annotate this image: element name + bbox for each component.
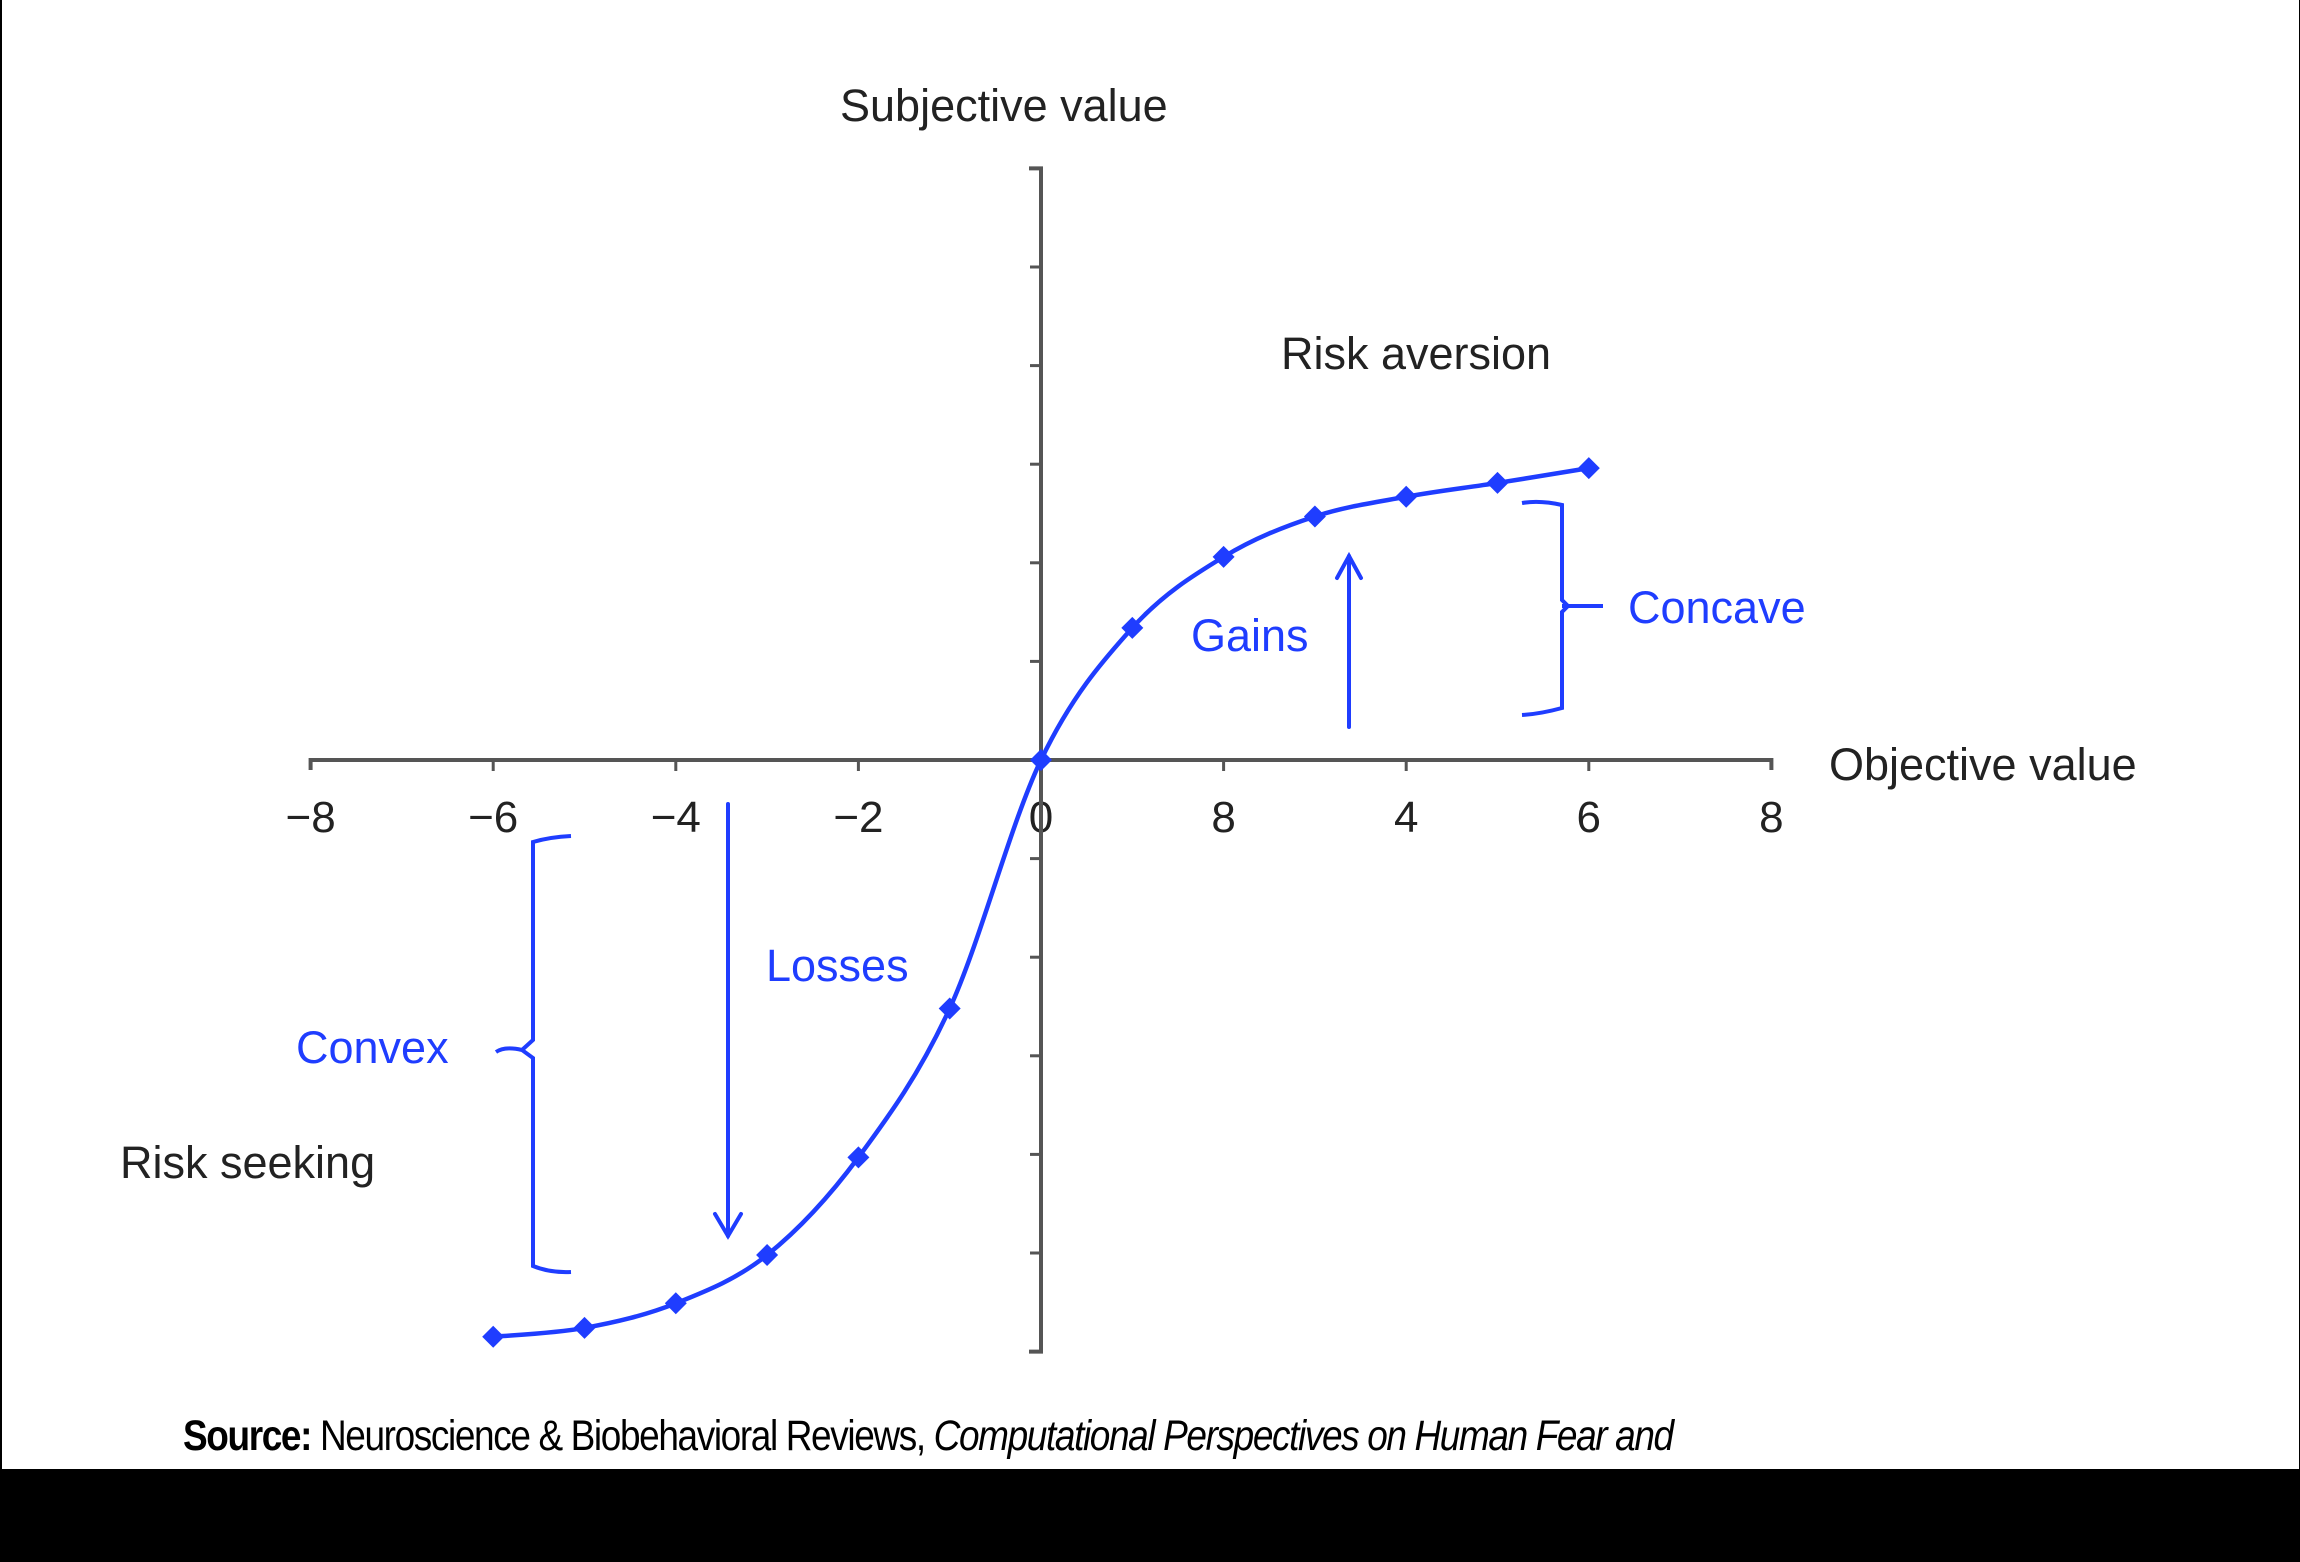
source-citation: Source: Neuroscience & Biobehavioral Rev… xyxy=(183,1412,1674,1461)
convex-label: Convex xyxy=(296,1022,449,1073)
diamond-marker-icon xyxy=(1303,505,1326,528)
x-tick-label: 8 xyxy=(1759,793,1783,842)
diamond-marker-icon xyxy=(1121,616,1144,639)
concave-label: Concave xyxy=(1628,582,1806,633)
diamond-marker-icon xyxy=(847,1146,870,1169)
value-function-series xyxy=(482,457,1600,1348)
x-tick-label: 6 xyxy=(1577,793,1601,842)
losses-label: Losses xyxy=(766,940,909,991)
value-function-line xyxy=(492,465,1590,1340)
diamond-marker-icon xyxy=(482,1325,505,1348)
axes: −8 −6 −4 −2 0 8 4 6 8 xyxy=(286,166,1784,1354)
gains-label: Gains xyxy=(1191,610,1309,661)
concave-bracket-icon xyxy=(1521,499,1603,717)
diamond-marker-icon xyxy=(756,1243,779,1266)
x-tick-label: 8 xyxy=(1211,793,1235,842)
convex-bracket-icon xyxy=(494,834,572,1275)
risk-aversion-label: Risk aversion xyxy=(1281,328,1551,379)
x-tick-label: −4 xyxy=(651,793,701,842)
x-tick-label: 4 xyxy=(1394,793,1418,842)
figure-panel xyxy=(2,0,2299,1469)
bottom-black-band xyxy=(0,1469,2300,1562)
diamond-marker-icon xyxy=(1486,471,1509,494)
x-axis-title: Objective value xyxy=(1829,739,2137,790)
diamond-marker-icon xyxy=(664,1292,687,1315)
diamond-marker-icon xyxy=(1030,749,1052,771)
diamond-marker-icon xyxy=(938,997,961,1020)
diamond-marker-icon xyxy=(573,1316,596,1339)
x-tick-label: −6 xyxy=(468,793,518,842)
down-arrow-icon xyxy=(713,802,743,1240)
y-axis-title: Subjective value xyxy=(840,80,1168,131)
source-article-title: Computational Perspectives on Human Fear… xyxy=(933,1412,1674,1460)
x-tick-label: −2 xyxy=(833,793,883,842)
diamond-marker-icon xyxy=(1395,485,1418,508)
source-label: Source: xyxy=(183,1412,312,1460)
x-tick-label: −8 xyxy=(286,793,336,842)
diamond-marker-icon xyxy=(1212,545,1235,568)
convex-annotation: Convex xyxy=(296,834,572,1275)
losses-annotation: Losses xyxy=(713,802,909,1240)
diamond-marker-icon xyxy=(1577,457,1600,480)
concave-annotation: Concave xyxy=(1521,499,1806,717)
risk-seeking-label: Risk seeking xyxy=(120,1137,375,1188)
up-arrow-icon xyxy=(1335,551,1363,729)
source-publication: Neuroscience & Biobehavioral Reviews, xyxy=(311,1412,934,1460)
gains-annotation: Gains xyxy=(1191,551,1363,729)
